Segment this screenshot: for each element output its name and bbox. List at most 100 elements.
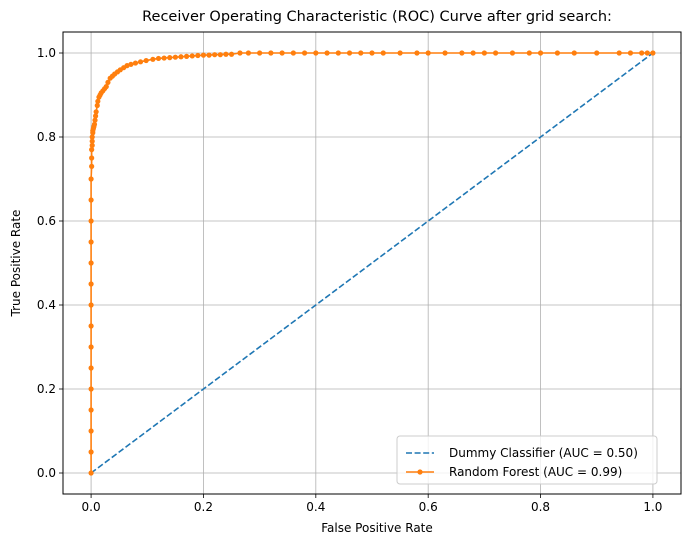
random-forest-point — [481, 50, 487, 56]
legend-box — [396, 435, 658, 485]
x-tick-label: 0.4 — [306, 500, 325, 514]
random-forest-point — [184, 53, 190, 59]
x-tick-label: 1.0 — [643, 500, 662, 514]
random-forest-point — [257, 50, 263, 56]
x-tick-label: 0.8 — [531, 500, 550, 514]
random-forest-point — [414, 50, 420, 56]
random-forest-point — [627, 50, 634, 56]
random-forest-point — [89, 155, 95, 161]
random-forest-point — [89, 163, 95, 169]
y-tick-label: 0.2 — [37, 382, 56, 396]
random-forest-point — [88, 260, 94, 266]
random-forest-point — [313, 50, 319, 56]
x-tick-label: 0.6 — [419, 500, 438, 514]
random-forest-point — [358, 50, 364, 56]
random-forest-point — [650, 50, 656, 56]
random-forest-point — [88, 407, 94, 413]
random-forest-point — [442, 50, 448, 56]
random-forest-point — [105, 79, 111, 85]
y-tick-label: 0.8 — [37, 130, 56, 144]
random-forest-point — [88, 449, 94, 455]
random-forest-point — [206, 52, 212, 58]
random-forest-point — [88, 386, 94, 392]
random-forest-point — [509, 50, 516, 56]
y-tick-label: 0.0 — [37, 466, 56, 480]
random-forest-point — [150, 56, 156, 62]
random-forest-point — [88, 281, 94, 287]
random-forest-point — [301, 50, 308, 56]
random-forest-point — [217, 52, 223, 58]
random-forest-point — [200, 52, 207, 58]
random-forest-point — [493, 50, 499, 56]
random-forest-point — [554, 50, 561, 56]
random-forest-point — [245, 50, 251, 56]
random-forest-point — [268, 50, 274, 56]
random-forest-point — [425, 50, 431, 56]
random-forest-point — [93, 109, 99, 115]
x-tick-label: 0.0 — [82, 500, 101, 514]
random-forest-point — [335, 50, 341, 56]
random-forest-point — [644, 50, 650, 56]
random-forest-point — [380, 50, 386, 56]
random-forest-point — [94, 102, 100, 109]
random-forest-point — [526, 50, 532, 56]
random-forest-point — [571, 50, 577, 56]
random-forest-point — [459, 50, 465, 56]
legend-label-random-forest: Random Forest (AUC = 0.99) — [449, 465, 622, 479]
dummy-classifier-line — [90, 52, 654, 474]
random-forest-point — [89, 134, 95, 140]
random-forest-point — [103, 84, 109, 90]
y-tick-label: 1.0 — [37, 46, 56, 60]
random-forest-point — [88, 239, 94, 245]
random-forest-point — [237, 50, 243, 56]
x-axis-ticks: 0.0 0.2 0.4 0.6 0.8 1.0 — [82, 494, 662, 514]
legend: Dummy Classifier (AUC = 0.50) Random For… — [396, 435, 658, 485]
y-axis-label: True Positive Rate — [9, 210, 23, 318]
random-forest-point — [88, 323, 94, 329]
random-forest-point — [223, 51, 229, 57]
random-forest-point — [88, 176, 94, 182]
series-layer — [88, 50, 656, 476]
random-forest-point — [537, 50, 544, 56]
random-forest-point — [88, 218, 94, 224]
random-forest-point — [124, 63, 130, 69]
x-tick-label: 0.2 — [194, 500, 213, 514]
chart-title: Receiver Operating Characteristic (ROC) … — [142, 9, 612, 25]
y-tick-label: 0.6 — [37, 214, 56, 228]
random-forest-point — [172, 54, 178, 60]
random-forest-point — [290, 50, 296, 56]
y-tick-label: 0.4 — [37, 298, 56, 312]
random-forest-point — [470, 50, 476, 56]
random-forest-point — [195, 52, 201, 59]
legend-label-dummy: Dummy Classifier (AUC = 0.50) — [449, 446, 638, 460]
random-forest-point — [369, 50, 375, 56]
random-forest-point — [88, 197, 94, 203]
grid — [63, 32, 681, 494]
random-forest-point — [95, 98, 101, 104]
random-forest-point — [178, 54, 184, 60]
random-forest-point — [228, 51, 235, 57]
random-forest-point — [167, 55, 173, 61]
random-forest-point — [616, 50, 622, 56]
random-forest-point — [155, 55, 162, 62]
random-forest-point — [397, 50, 403, 56]
random-forest-point — [92, 113, 99, 119]
random-forest-point — [594, 50, 600, 56]
random-forest-point — [132, 60, 139, 66]
random-forest-point — [639, 50, 645, 56]
random-forest-point — [89, 142, 95, 148]
random-forest-point — [161, 55, 167, 61]
random-forest-point — [88, 428, 94, 434]
random-forest-point — [324, 50, 330, 56]
random-forest-point — [128, 61, 134, 67]
plot-frame — [62, 31, 682, 495]
random-forest-point — [137, 59, 144, 65]
random-forest-point — [88, 365, 94, 371]
random-forest-point — [88, 302, 94, 308]
random-forest-point — [212, 52, 218, 58]
legend-marker-random-forest — [417, 469, 423, 475]
random-forest-point — [89, 138, 95, 144]
x-axis-label: False Positive Rate — [321, 521, 433, 535]
random-forest-point — [189, 53, 195, 59]
